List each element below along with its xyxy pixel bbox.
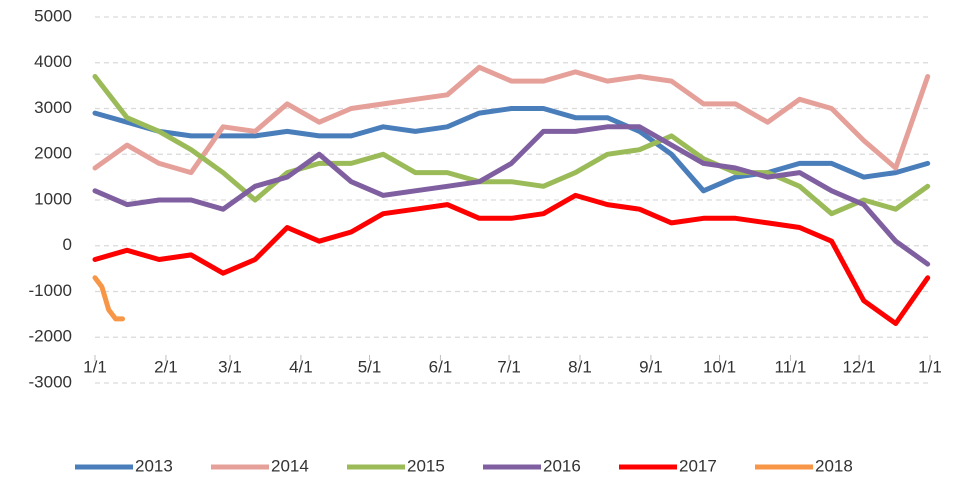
series-line (92, 74, 931, 217)
y-tick-label: -2000 (29, 327, 72, 346)
x-tick-label: 2/1 (154, 357, 178, 376)
y-tick-label: -1000 (29, 281, 72, 300)
legend-label: 2018 (815, 456, 853, 475)
x-tick-label: 9/1 (639, 357, 663, 376)
series-line (92, 124, 931, 267)
x-tick-label: 12/1 (843, 357, 876, 376)
x-tick-label: 4/1 (289, 357, 313, 376)
y-tick-label: -3000 (29, 372, 72, 391)
legend-label: 2013 (135, 456, 173, 475)
x-tick-label: 5/1 (358, 357, 382, 376)
legend-label: 2017 (679, 456, 717, 475)
x-tick-label: 11/1 (775, 357, 807, 376)
series-line (92, 106, 931, 194)
series-line (92, 192, 931, 326)
legend-label: 2014 (271, 456, 309, 475)
x-tick-label: 7/1 (497, 357, 521, 376)
legend-label: 2016 (543, 456, 581, 475)
x-tick-label: 10/1 (703, 357, 736, 376)
series-line (92, 275, 125, 322)
x-tick-label: 6/1 (429, 357, 453, 376)
y-tick-label: 3000 (34, 98, 72, 117)
x-tick-label: 1/1 (83, 357, 107, 376)
x-tick-label: 1/1 (918, 357, 942, 376)
series-line (92, 64, 931, 176)
y-tick-label: 1000 (34, 189, 72, 208)
x-tick-label: 8/1 (568, 357, 592, 376)
x-tick-label: 3/1 (218, 357, 242, 376)
y-tick-label: 5000 (34, 6, 72, 25)
y-tick-label: 2000 (34, 144, 72, 163)
y-tick-label: 0 (63, 235, 72, 254)
legend-label: 2015 (407, 456, 445, 475)
y-tick-label: 4000 (34, 52, 72, 71)
